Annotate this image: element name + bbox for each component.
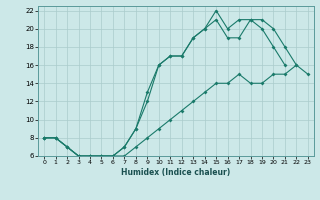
X-axis label: Humidex (Indice chaleur): Humidex (Indice chaleur) bbox=[121, 168, 231, 177]
